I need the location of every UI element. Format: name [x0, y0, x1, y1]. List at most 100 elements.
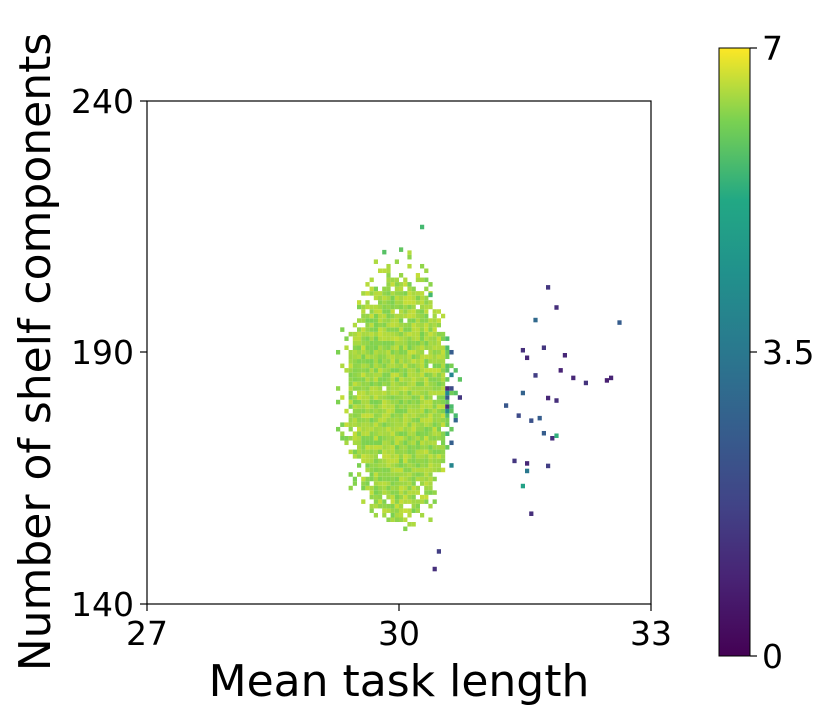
x-axis: 27 30 33 Mean task length [126, 604, 672, 707]
heatmap-cell [411, 413, 416, 418]
heatmap-cell [449, 363, 454, 369]
heatmap-cell [378, 499, 383, 504]
heatmap-cell [378, 368, 383, 373]
heatmap-cell [399, 417, 404, 423]
heatmap-cell [386, 408, 391, 414]
heatmap-cell [407, 282, 412, 287]
heatmap-cell [407, 254, 412, 260]
heatmap-cell [369, 404, 374, 409]
heatmap-cell [344, 422, 349, 427]
heatmap-cell [407, 404, 412, 409]
heatmap-cell [348, 359, 353, 364]
heatmap-cell [411, 313, 416, 319]
heatmap-cell [373, 417, 378, 423]
heatmap-cell [378, 340, 383, 346]
heatmap-cell [428, 292, 433, 298]
heatmap-cell [361, 440, 366, 446]
heatmap-cell [432, 372, 437, 378]
heatmap-cell [403, 413, 408, 418]
heatmap-cell [403, 408, 408, 414]
heatmap-cell [441, 313, 446, 319]
heatmap-cell [537, 415, 542, 421]
heatmap-cell [386, 282, 391, 287]
heatmap-cell [445, 404, 450, 409]
heatmap-cell [390, 476, 395, 482]
heatmap-cell [348, 399, 353, 405]
heatmap-cell [432, 454, 437, 459]
heatmap-cell [361, 449, 366, 455]
heatmap-cell [369, 508, 374, 513]
heatmap-cell [424, 327, 429, 332]
heatmap-cell [390, 431, 395, 436]
heatmap-cell [415, 454, 420, 459]
heatmap-cell [399, 508, 404, 513]
heatmap-cell [403, 300, 408, 305]
heatmap-cell [369, 349, 374, 355]
heatmap-cell [428, 390, 433, 396]
heatmap-cell [373, 422, 378, 427]
heatmap-cell [352, 436, 357, 441]
heatmap-cell [424, 313, 429, 319]
heatmap-cell [407, 354, 412, 360]
heatmap-cell [441, 363, 446, 369]
heatmap-cell [357, 445, 362, 450]
heatmap-cell [369, 377, 374, 382]
heatmap-cell [361, 345, 366, 350]
heatmap-cell [352, 359, 357, 364]
heatmap-cell [403, 282, 408, 287]
heatmap-cell [407, 363, 412, 369]
heatmap-cell [441, 431, 446, 436]
heatmap-cell [428, 417, 433, 423]
heatmap-cell [373, 512, 378, 518]
heatmap-cell [394, 472, 399, 477]
heatmap-cell [378, 445, 383, 450]
heatmap-cell [403, 336, 408, 341]
heatmap-cell [361, 499, 366, 504]
heatmap-cell [420, 336, 425, 341]
heatmap-cell [407, 445, 412, 450]
heatmap-cell [373, 295, 378, 301]
heatmap-cell [348, 363, 353, 369]
heatmap-cell [399, 413, 404, 418]
heatmap-cell [394, 349, 399, 355]
heatmap-cell [382, 417, 387, 423]
heatmap-cell [394, 481, 399, 486]
heatmap-cell [420, 436, 425, 441]
heatmap-cell [348, 472, 353, 477]
heatmap-cell [407, 426, 412, 432]
heatmap-cell [403, 499, 408, 504]
heatmap-cell [394, 417, 399, 423]
heatmap-cell [361, 309, 366, 314]
heatmap-cell [348, 404, 353, 409]
heatmap-cell [378, 408, 383, 414]
heatmap-cell [373, 345, 378, 350]
heatmap-cell [411, 386, 416, 391]
heatmap-cell [373, 499, 378, 504]
heatmap-cell [445, 354, 450, 360]
heatmap-cell [420, 431, 425, 436]
heatmap-cell [411, 485, 416, 491]
heatmap-cell [411, 390, 416, 396]
heatmap-cell [504, 403, 509, 408]
heatmap-cell [449, 408, 454, 414]
heatmap-cell [365, 476, 370, 482]
heatmap-cell [407, 512, 412, 518]
heatmap-cell [449, 390, 454, 396]
heatmap-cell [403, 368, 408, 373]
heatmap-cell [407, 440, 412, 446]
heatmap-cell [407, 413, 412, 418]
heatmap-cell [432, 340, 437, 346]
heatmap-cell [407, 359, 412, 364]
heatmap-cell [382, 318, 387, 323]
heatmap-cell [415, 395, 420, 400]
heatmap-cell [403, 313, 408, 319]
heatmap-cell [554, 305, 559, 310]
heatmap-cell [411, 508, 416, 513]
heatmap-cell [369, 490, 374, 495]
heatmap-cell [365, 363, 370, 369]
heatmap-cell [411, 522, 416, 527]
heatmap-cell [357, 426, 362, 432]
heatmap-cell [428, 454, 433, 459]
heatmap-cell [382, 512, 387, 518]
heatmap-cell [357, 463, 362, 468]
